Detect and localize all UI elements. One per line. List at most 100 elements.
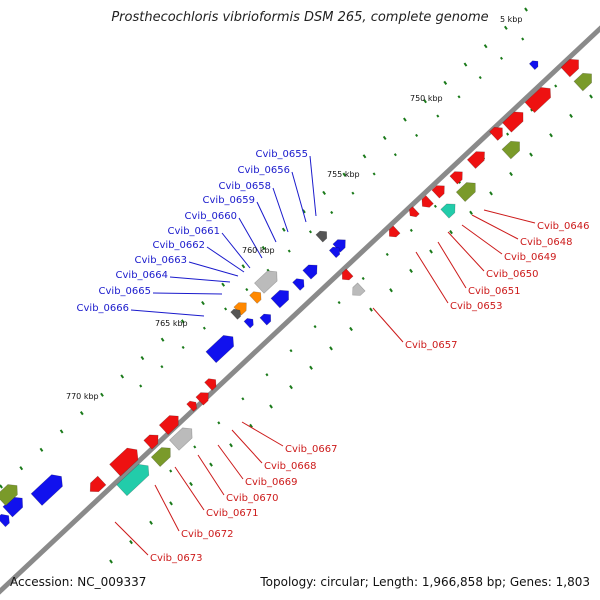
reverse-gene-label[interactable]: Cvib_0653 <box>450 301 502 312</box>
gene-arrow <box>408 206 420 218</box>
tick-mark <box>403 117 407 122</box>
gene-arrow <box>259 313 272 326</box>
forward-gene-label[interactable]: Cvib_0661 <box>168 226 220 237</box>
tick-mark <box>436 114 440 118</box>
leader-line <box>471 214 519 240</box>
forward-gene-label[interactable]: Cvib_0663 <box>135 255 187 266</box>
gene-arrow <box>158 415 179 435</box>
tick-marks <box>0 7 593 564</box>
gene-arrow <box>341 268 354 281</box>
leader-line <box>197 454 225 496</box>
tick-mark <box>429 249 433 254</box>
gene-arrow <box>352 282 366 296</box>
gene-labels: Cvib_0655 Cvib_0656 Cvib_0658 Cvib_0659 Cvib… <box>77 149 590 564</box>
gene-arrow <box>254 270 278 294</box>
leader-line <box>206 246 245 273</box>
tick-labels: 5 kbp 750 kbp 755 kbp 760 kbp 765 kbp 770 kbp <box>66 15 522 401</box>
tick-mark <box>529 152 533 157</box>
leader-line <box>231 429 263 464</box>
tick-mark <box>521 37 525 41</box>
gene-arrow <box>150 447 171 467</box>
tick-mark <box>289 385 293 390</box>
forward-gene-label[interactable]: Cvib_0666 <box>77 303 129 314</box>
gene-arrow <box>243 318 254 329</box>
tick-mark <box>362 154 367 159</box>
tick-mark <box>478 75 482 80</box>
forward-gene-label[interactable]: Cvib_0664 <box>116 270 168 281</box>
leader-line <box>241 421 284 447</box>
tick-mark <box>443 80 448 85</box>
tick-mark <box>483 44 488 49</box>
gene-arrow <box>501 140 520 160</box>
tick-mark <box>245 288 249 292</box>
gene-arrow <box>502 111 524 133</box>
gene-arrow <box>573 72 592 92</box>
leader-line <box>238 217 263 259</box>
tick-mark <box>241 264 246 269</box>
reverse-gene-label[interactable]: Cvib_0649 <box>504 252 556 263</box>
tick-mark <box>469 210 473 215</box>
tick-mark <box>189 481 193 487</box>
reverse-gene-label[interactable]: Cvib_0673 <box>150 553 202 564</box>
tick-mark <box>202 326 206 330</box>
gene-arrow <box>455 182 476 202</box>
gene-arrow <box>449 171 463 185</box>
leader-line <box>188 261 239 277</box>
tick-mark <box>330 210 334 215</box>
tick-mark <box>389 288 393 293</box>
tick-mark <box>249 423 253 428</box>
reverse-gene-label[interactable]: Cvib_0671 <box>206 508 258 519</box>
tick-mark <box>329 346 333 351</box>
leader-line <box>154 484 180 532</box>
scale-tick-label: 750 kbp <box>410 94 443 103</box>
reverse-gene-label[interactable]: Cvib_0646 <box>537 221 589 232</box>
forward-gene-label[interactable]: Cvib_0656 <box>238 165 290 176</box>
tick-mark <box>449 230 453 235</box>
scale-tick-label: 755 kbp <box>327 170 360 179</box>
forward-gene-label[interactable]: Cvib_0662 <box>153 240 205 251</box>
genome-backbone <box>0 25 600 595</box>
reverse-gene-label[interactable]: Cvib_0648 <box>520 237 572 248</box>
forward-gene-label[interactable]: Cvib_0659 <box>203 195 255 206</box>
tick-mark <box>349 326 353 332</box>
scale-tick-label: 5 kbp <box>500 15 522 24</box>
gene-arrow <box>109 447 139 477</box>
leader-line <box>114 521 149 556</box>
gene-arrow <box>30 474 63 506</box>
leader-line <box>437 241 467 289</box>
forward-gene-label[interactable]: Cvib_0658 <box>219 181 271 192</box>
tick-mark <box>160 365 164 369</box>
tick-mark <box>269 404 273 409</box>
leader-line <box>272 187 289 233</box>
tick-mark <box>342 172 347 177</box>
tick-mark <box>503 25 508 30</box>
scale-tick-label: 770 kbp <box>66 392 99 401</box>
tick-mark <box>287 249 291 253</box>
reverse-gene-label[interactable]: Cvib_0667 <box>285 444 337 455</box>
reverse-gene-label[interactable]: Cvib_0650 <box>486 269 538 280</box>
tick-mark <box>169 501 173 506</box>
tick-mark <box>193 445 197 449</box>
reverse-gene-label[interactable]: Cvib_0669 <box>245 477 297 488</box>
reverse-gene-label[interactable]: Cvib_0651 <box>468 286 520 297</box>
tick-mark <box>554 84 558 88</box>
tick-mark <box>265 373 269 377</box>
reverse-gene-label[interactable]: Cvib_0668 <box>264 461 316 472</box>
forward-gene-label[interactable]: Cvib_0660 <box>185 211 237 222</box>
gene-arrow <box>292 278 305 291</box>
leader-line <box>130 309 205 317</box>
gene-arrow <box>195 392 209 406</box>
reverse-gene-label[interactable]: Cvib_0657 <box>405 340 457 351</box>
reverse-gene-label[interactable]: Cvib_0672 <box>181 529 233 540</box>
leader-line <box>217 444 244 480</box>
leader-line <box>447 231 485 272</box>
forward-gene-label[interactable]: Cvib_0665 <box>99 286 151 297</box>
tick-mark <box>281 227 286 232</box>
tick-mark <box>409 228 413 232</box>
scale-tick-label: 760 kbp <box>242 246 275 255</box>
forward-gene-label[interactable]: Cvib_0655 <box>256 149 308 160</box>
reverse-gene-label[interactable]: Cvib_0670 <box>226 493 278 504</box>
gene-features <box>0 58 592 528</box>
gene-arrow <box>466 151 485 169</box>
